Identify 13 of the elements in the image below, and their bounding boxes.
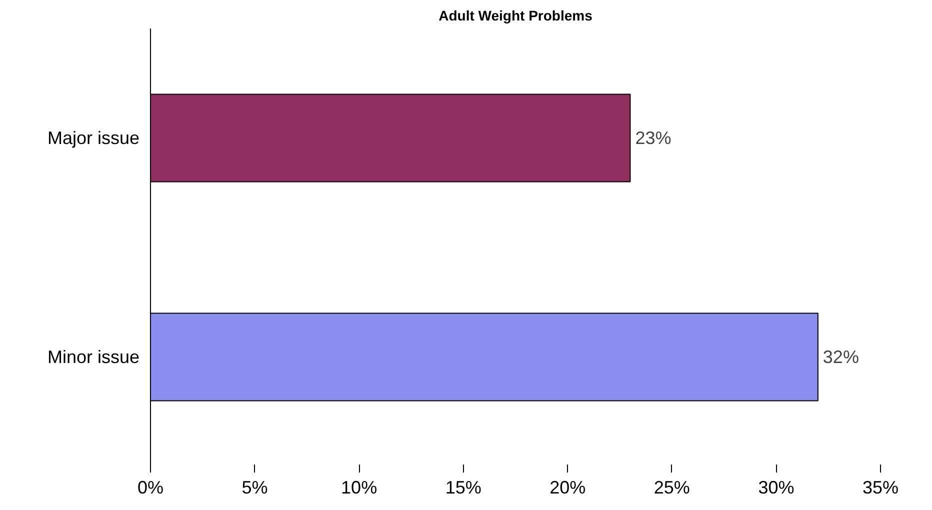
x-tick-label: 10%	[341, 478, 378, 498]
x-tick-label: 20%	[550, 478, 586, 498]
x-tick-label: 15%	[445, 478, 482, 498]
y-tick-label: Major issue	[47, 128, 140, 148]
x-tick-label: 5%	[242, 478, 268, 498]
x-tick-label: 35%	[862, 478, 899, 498]
x-tick-label: 25%	[654, 478, 690, 498]
chart-title: Adult Weight Problems	[438, 8, 593, 24]
x-tick-label: 30%	[758, 478, 794, 498]
data-label: 32%	[822, 347, 859, 367]
x-tick-label: 0%	[137, 478, 164, 498]
data-label: 23%	[635, 128, 672, 148]
y-tick-label: Minor issue	[47, 347, 140, 367]
